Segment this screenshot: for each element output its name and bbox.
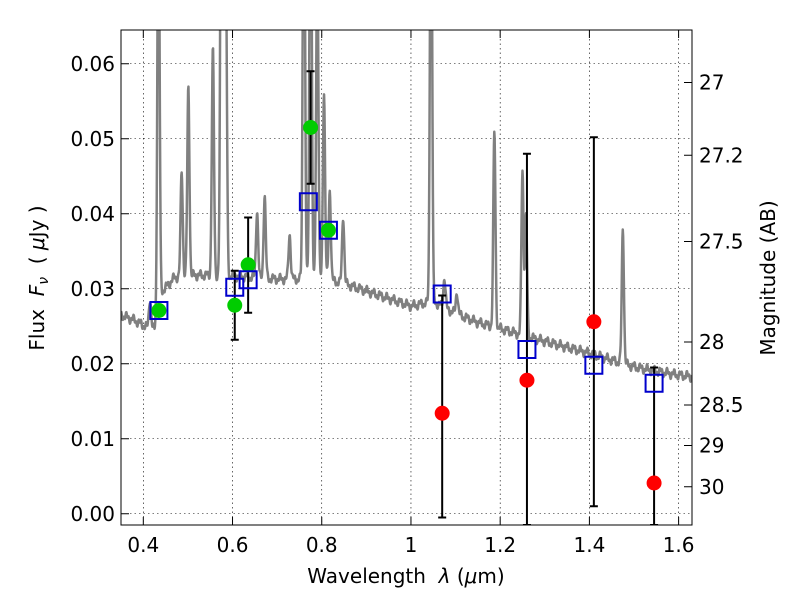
model-photometry-square (584, 355, 604, 375)
y-axis-label: Flux Fν ( μJy ) (25, 205, 52, 350)
axis-ticks: 0.4 0.6 0.8 1 1.2 1.4 1.6 0.00 0.01 0.02 0.03 0.04 0… (70, 30, 744, 557)
y2-tick-label: 28.5 (699, 393, 744, 417)
y-tick-label: 0.00 (70, 502, 115, 526)
detection-point (303, 120, 319, 135)
y2-tick-label: 27 (699, 71, 724, 95)
grid (121, 30, 692, 525)
x-tick-label: 1.6 (663, 533, 695, 557)
y-tick-label: 0.04 (70, 202, 115, 226)
y-tick-label: 0.05 (70, 127, 115, 151)
y2-tick-label: 27.5 (699, 230, 744, 254)
low-significance-point (434, 405, 450, 421)
y2-tick-label: 28 (699, 330, 724, 354)
x-tick-label: 0.6 (217, 533, 249, 557)
y2-tick-label: 30 (699, 475, 724, 499)
x-axis-label: Wavelength λ (μm) (307, 564, 504, 588)
x-tick-label: 0.4 (127, 533, 159, 557)
model-photometry-square (432, 284, 452, 304)
model-photometry-square (644, 373, 664, 393)
low-significance-point (519, 372, 535, 388)
template-spectrum-line (121, 30, 692, 383)
y-tick-label: 0.06 (70, 52, 115, 76)
x-tick-label: 1.2 (484, 533, 516, 557)
plot-area (121, 30, 692, 525)
model-photometry-square (517, 340, 537, 359)
x-tick-label: 1 (405, 533, 418, 557)
low-significance-point (586, 314, 602, 330)
detection-point (227, 297, 243, 313)
detection-point (151, 303, 167, 318)
y-tick-label: 0.02 (70, 352, 115, 376)
model-photometry-square (318, 220, 338, 240)
y2-tick-label: 29 (699, 434, 724, 458)
low-significance-point (646, 475, 662, 491)
x-tick-label: 0.8 (306, 533, 338, 557)
plot-frame (120, 29, 693, 526)
x-tick-label: 1.4 (573, 533, 605, 557)
y2-tick-label: 27.2 (699, 143, 744, 167)
y-tick-label: 0.03 (70, 277, 115, 301)
y2-axis-label: Magnitude (AB) (756, 200, 780, 355)
y-tick-label: 0.01 (70, 427, 115, 451)
model-photometry-square (238, 270, 258, 290)
detection-point (240, 257, 256, 273)
model-photometry-square (298, 192, 318, 212)
model-photometry-square (149, 301, 169, 320)
detection-point (320, 222, 336, 238)
